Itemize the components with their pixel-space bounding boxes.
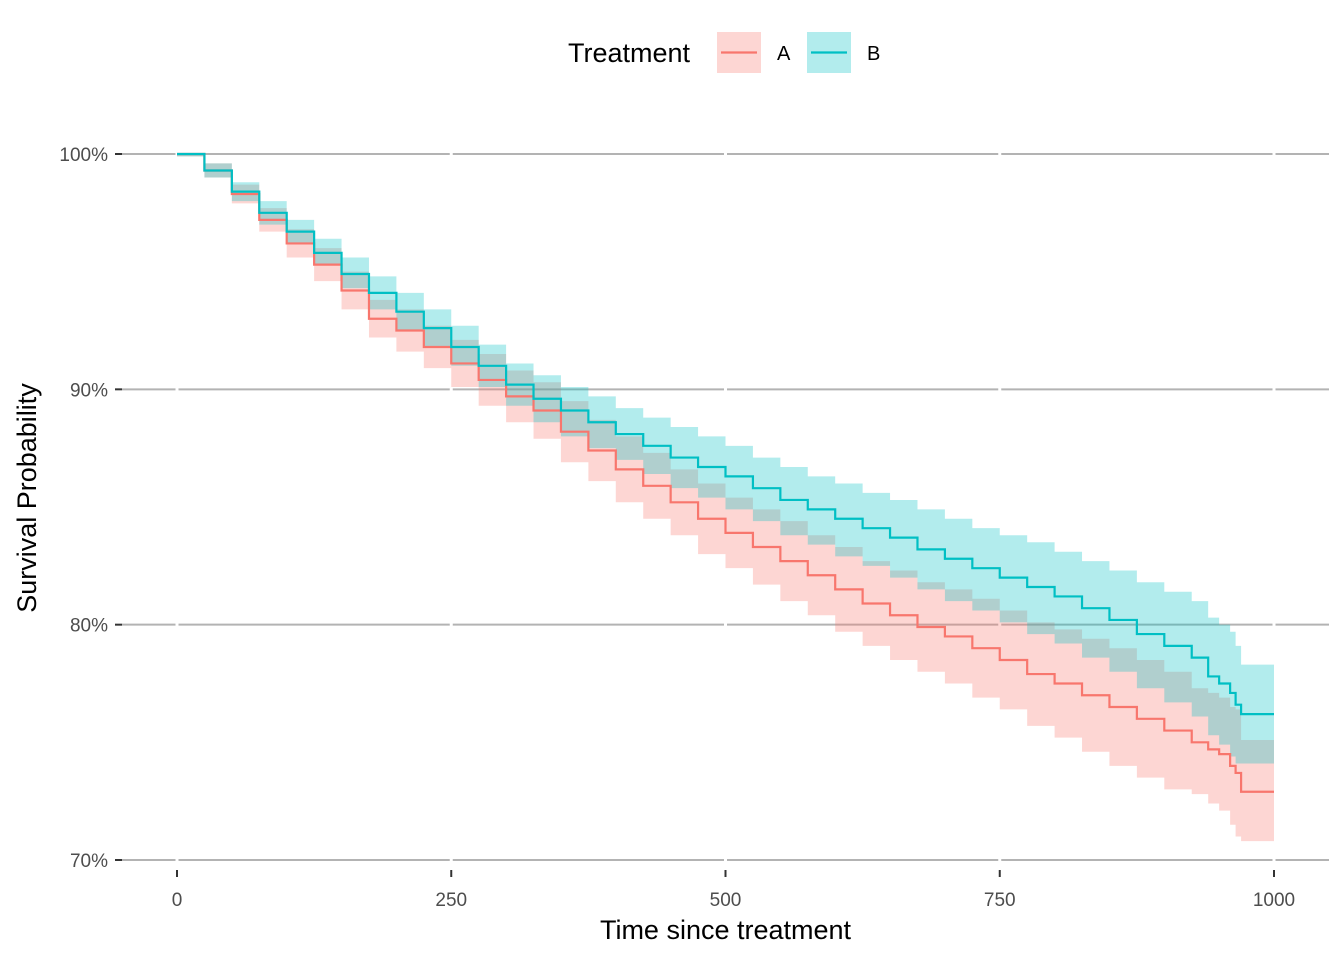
y-axis-title: Survival Probability: [12, 383, 42, 613]
gridlines: [122, 152, 1329, 862]
confidence-band-a: [177, 154, 1274, 842]
confidence-band-b: [177, 154, 1274, 764]
x-tick-label: 1000: [1253, 890, 1295, 911]
survival-line-a: [177, 152, 1274, 793]
legend-title: Treatment: [568, 38, 691, 68]
x-axis-title: Time since treatment: [600, 915, 852, 945]
survival-line-b: [177, 152, 1274, 716]
x-tick-label: 500: [710, 890, 742, 911]
x-tick-label: 0: [172, 890, 183, 911]
axes: 70% 80% 90% 100% 0 250 500 750 1000: [59, 145, 1295, 911]
x-tick-label: 250: [435, 890, 467, 911]
survival-lines: [177, 152, 1274, 793]
y-tick-label: 70%: [70, 851, 108, 872]
y-tick-label: 80%: [70, 616, 108, 637]
legend-label-b: B: [867, 43, 880, 65]
y-tick-label: 90%: [70, 380, 108, 401]
x-tick-label: 750: [984, 890, 1016, 911]
y-tick-label: 100%: [59, 145, 108, 166]
confidence-bands: [177, 154, 1274, 842]
legend-label-a: A: [777, 43, 791, 65]
